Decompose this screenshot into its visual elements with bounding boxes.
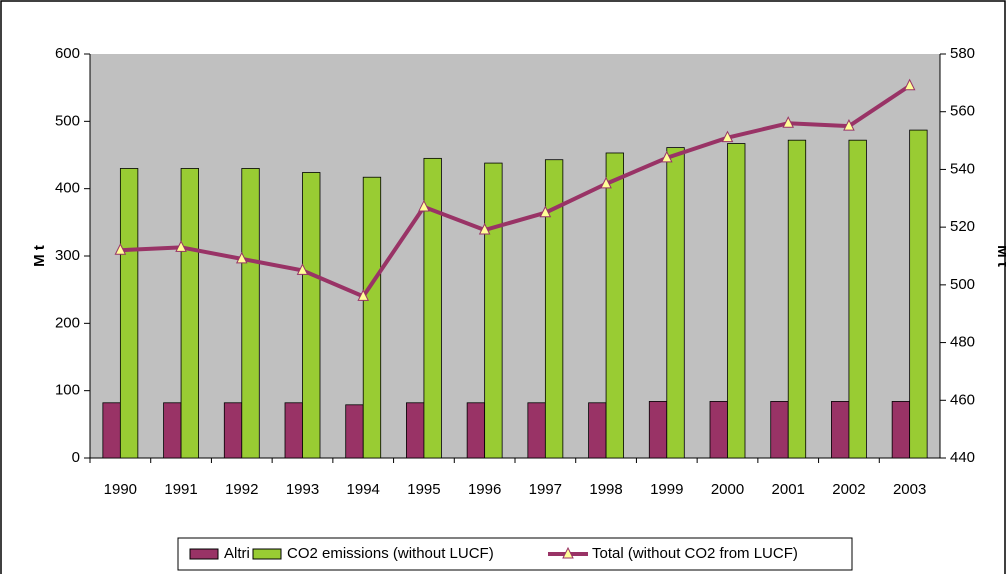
bar (223, 402, 243, 459)
y-tick-label: 600 (55, 45, 80, 62)
legend-label: Altri (224, 545, 250, 562)
marker (175, 240, 187, 252)
y-tick-label: 300 (55, 247, 80, 264)
legend-label: CO2 emissions (without LUCF) (287, 545, 494, 562)
bar (787, 139, 807, 459)
bar (466, 402, 486, 459)
x-tick-label: 1996 (468, 481, 501, 498)
y2-tick-label: 440 (950, 449, 975, 466)
bar (527, 402, 546, 459)
y-tick-label: 200 (55, 314, 80, 331)
marker (478, 222, 491, 235)
bar (406, 402, 425, 459)
line (120, 84, 911, 299)
y2-tick-label: 560 (950, 103, 975, 120)
y-tick-label: 500 (55, 112, 80, 129)
bar (709, 401, 728, 459)
marker (114, 243, 127, 255)
marker (600, 176, 612, 189)
bar (302, 172, 321, 459)
marker (660, 150, 673, 163)
y2-tick-label: 500 (950, 276, 975, 293)
bar (345, 404, 364, 459)
legend-marker (562, 546, 574, 559)
x-tick-label: 2000 (711, 481, 744, 498)
bar (666, 147, 685, 459)
bar (241, 168, 260, 459)
marker (296, 263, 309, 275)
legend-swatch (252, 548, 282, 560)
bar (163, 402, 182, 459)
x-tick-label: 1990 (104, 481, 137, 498)
marker (357, 289, 370, 301)
bar (284, 402, 303, 459)
x-tick-label: 2001 (772, 481, 805, 498)
y-tick-label: 400 (55, 180, 80, 197)
x-tick-label: 1994 (347, 481, 380, 498)
y2-tick-label: 580 (950, 45, 975, 62)
x-tick-label: 1991 (164, 481, 197, 498)
bar (484, 162, 503, 459)
bar (180, 168, 199, 459)
marker (539, 205, 552, 218)
x-tick-label: 1998 (589, 481, 622, 498)
x-tick-label: 1995 (407, 481, 440, 498)
marker (843, 119, 855, 131)
bar (102, 402, 121, 459)
bar (648, 401, 668, 459)
y2-axis-label: M t (994, 245, 1006, 267)
y-axis-label: M t (31, 245, 48, 267)
x-tick-label: 2003 (893, 481, 926, 498)
y2-tick-label: 540 (950, 160, 975, 177)
y-tick-label: 0 (72, 449, 80, 466)
marker (903, 78, 916, 91)
bar (544, 159, 564, 459)
marker (235, 251, 248, 264)
y2-tick-label: 480 (950, 334, 975, 351)
legend-swatch (189, 548, 219, 560)
y-tick-label: 100 (55, 382, 80, 399)
bar (770, 401, 789, 459)
bar (119, 168, 139, 459)
marker (721, 130, 734, 143)
bar (362, 176, 382, 459)
bar (588, 402, 607, 459)
marker (418, 199, 430, 212)
bar (891, 401, 911, 459)
y2-tick-label: 460 (950, 391, 975, 408)
bar (909, 129, 928, 459)
bar (831, 401, 850, 459)
legend-box (177, 537, 853, 571)
legend-label: Total (without CO2 from LUCF) (592, 545, 798, 562)
x-tick-label: 2002 (832, 481, 865, 498)
y2-tick-label: 520 (950, 218, 975, 235)
bar (605, 152, 624, 459)
x-tick-label: 1993 (286, 481, 319, 498)
marker (782, 116, 795, 128)
x-tick-label: 1999 (650, 481, 683, 498)
bar (423, 157, 442, 459)
x-tick-label: 1997 (529, 481, 562, 498)
x-tick-label: 1992 (225, 481, 258, 498)
bar (727, 143, 746, 459)
bar (848, 139, 867, 459)
